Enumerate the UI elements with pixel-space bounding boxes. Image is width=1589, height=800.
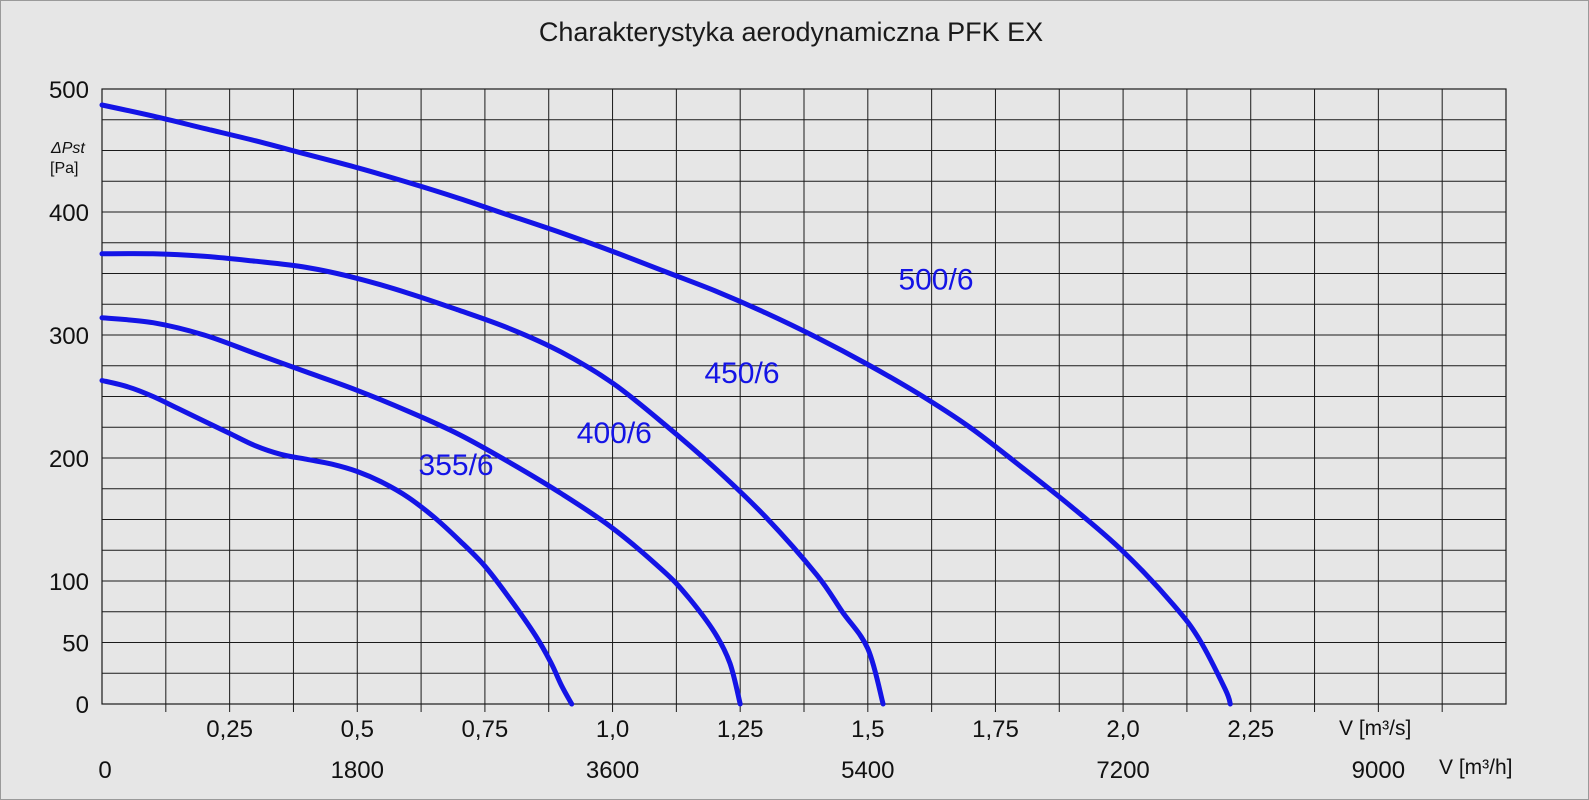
x-tick-label-m3s: 0,5 [341, 716, 374, 743]
y-axis-label: ΔPst [50, 140, 85, 157]
series-line-355-6 [99, 378, 575, 707]
x-tick-label-m3h: 9000 [1352, 757, 1405, 784]
y-tick-label: 0 [76, 692, 89, 719]
x-tick-label-m3h: 5400 [841, 757, 894, 784]
x-tick-label-m3s: 1,25 [717, 716, 764, 743]
x-tick-label-m3s: 0,75 [462, 716, 509, 743]
y-tick-label: 100 [49, 569, 89, 596]
series-label-500-6: 500/6 [898, 263, 973, 296]
series-line-450-6 [99, 251, 886, 707]
y-tick-label: 400 [49, 200, 89, 227]
x-axis-label-m3s: V [m³/s] [1339, 717, 1411, 740]
x-tick-label-m3s: 1,5 [851, 716, 884, 743]
x-tick-label-m3h: 1800 [331, 757, 384, 784]
y-tick-label: 500 [49, 77, 89, 104]
x-tick-label-m3h: 7200 [1096, 757, 1149, 784]
series-layer [99, 102, 1233, 707]
series-line-400-6 [99, 315, 743, 707]
y-tick-label: 200 [49, 446, 89, 473]
axis-layer: 0 50 100 200 300 400 500 ΔPst [Pa] 0,25 0,5 0,75 1,0… [49, 77, 1513, 784]
y-tick-label: 300 [49, 323, 89, 350]
series-label-450-6: 450/6 [704, 357, 779, 390]
x-tick-label-m3s: 0,25 [206, 716, 253, 743]
grid-layer [101, 88, 1507, 712]
chart-title: Charakterystyka aerodynamiczna PFK EX [539, 17, 1043, 47]
y-axis-unit: [Pa] [50, 160, 78, 177]
x-tick-label-m3h: 0 [98, 757, 111, 784]
label-layer: 355/6 400/6 450/6 500/6 [419, 263, 974, 482]
x-tick-label-m3s: 1,0 [596, 716, 629, 743]
x-tick-label-m3s: 1,75 [972, 716, 1019, 743]
x-tick-label-m3s: 2,25 [1227, 716, 1274, 743]
x-tick-label-m3h: 3600 [586, 757, 639, 784]
series-label-400-6: 400/6 [577, 417, 652, 450]
x-tick-label-m3s: 2,0 [1106, 716, 1139, 743]
series-label-355-6: 355/6 [419, 449, 494, 482]
x-axis-label-m3h: V [m³/h] [1439, 756, 1513, 779]
y-tick-label: 50 [62, 631, 89, 658]
series-line-500-6 [99, 102, 1233, 707]
